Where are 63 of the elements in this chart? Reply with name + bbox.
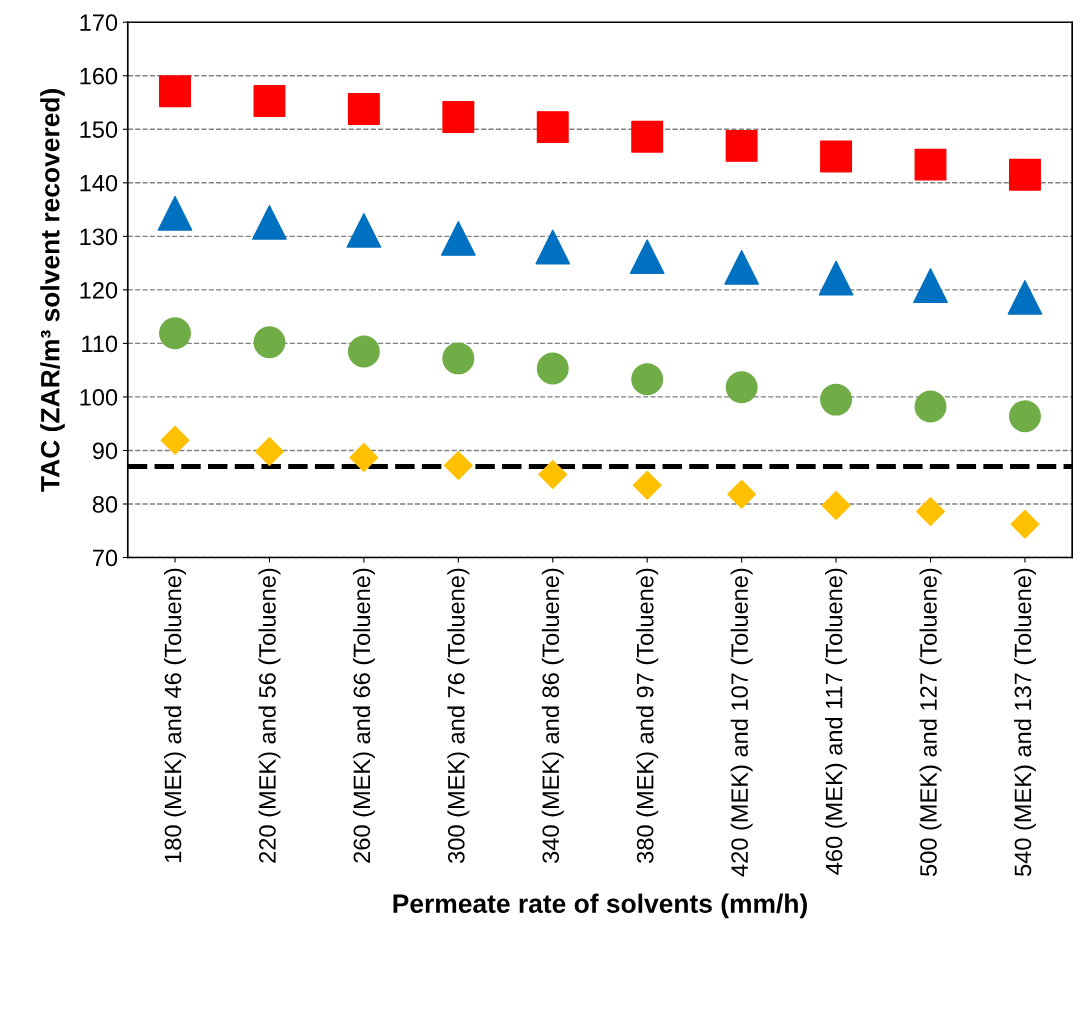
point: [916, 497, 945, 526]
point: [160, 425, 190, 455]
point: [1007, 280, 1043, 315]
x-tick-label: 540 (MEK) and 137 (Toluene): [1013, 568, 1036, 877]
y-tick-label: 70: [93, 549, 118, 567]
x-tick-label: 340 (MEK) and 86 (Toluene): [541, 568, 564, 863]
x-tick-label: 180 (MEK) and 46 (Toluene): [164, 568, 187, 863]
point: [157, 195, 193, 231]
x-tick-label: 260 (MEK) and 66 (Toluene): [352, 568, 375, 863]
point: [727, 479, 757, 509]
y-tick-label: 100: [80, 389, 118, 406]
point: [442, 100, 475, 133]
point: [631, 363, 664, 396]
point: [443, 451, 473, 480]
point: [820, 383, 853, 416]
y-tick-label: 160: [80, 67, 118, 85]
point: [347, 335, 380, 368]
point: [1010, 509, 1040, 539]
point: [159, 317, 191, 350]
y-tick-label: 140: [80, 174, 118, 192]
point: [440, 221, 476, 256]
x-tick-label: 500 (MEK) and 127 (Toluene): [919, 568, 942, 877]
point: [914, 148, 947, 181]
y-axis-title: TAC (ZAR/m³ solvent recovered): [40, 89, 65, 492]
x-axis-title: Permeate rate of solvents (mm/h): [393, 893, 807, 919]
y-tick-label: 170: [80, 14, 118, 32]
y-tick-label: 130: [80, 228, 118, 246]
x-tick-label: 460 (MEK) and 117 (Toluene): [825, 568, 848, 875]
point: [535, 229, 571, 265]
point: [442, 342, 475, 375]
point: [913, 268, 948, 303]
point: [725, 371, 758, 404]
point: [255, 437, 284, 466]
point: [629, 239, 665, 275]
x-tick-label: 220 (MEK) and 56 (Toluene): [258, 568, 281, 863]
point: [252, 205, 287, 240]
point: [818, 260, 854, 296]
point: [914, 390, 947, 423]
point: [631, 120, 664, 153]
point: [1008, 158, 1041, 191]
point: [724, 250, 760, 285]
point: [820, 140, 853, 173]
point: [1008, 400, 1041, 433]
point: [725, 129, 758, 162]
point: [347, 92, 380, 125]
y-tick-label: 90: [92, 442, 118, 460]
point: [349, 442, 379, 472]
y-tick-label: 150: [80, 121, 118, 139]
x-tick-label: 300 (MEK) and 76 (Toluene): [447, 568, 470, 863]
point: [253, 84, 286, 117]
x-tick-label: 380 (MEK) and 97 (Toluene): [636, 568, 659, 863]
point: [536, 352, 569, 385]
point: [821, 491, 851, 521]
point: [536, 111, 569, 144]
point: [253, 326, 286, 359]
point: [632, 470, 662, 500]
x-tick-label: 420 (MEK) and 107 (Toluene): [730, 568, 753, 877]
y-tick-label: 110: [82, 335, 118, 353]
point: [538, 460, 568, 489]
y-tick-label: 80: [92, 496, 118, 513]
point: [346, 213, 382, 248]
y-tick-label: 120: [80, 281, 118, 299]
point: [159, 75, 191, 108]
